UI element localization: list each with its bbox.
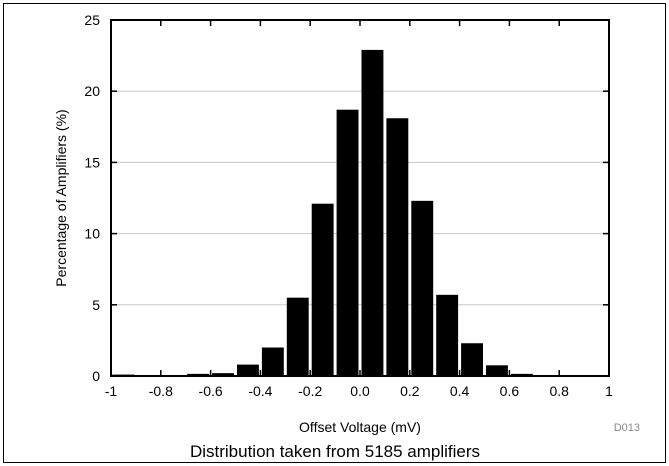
x-tick-label: 0.2 [400,383,420,399]
y-tick-label: 0 [92,368,100,384]
histogram-bar [411,200,434,376]
x-tick-label: 1 [605,383,613,399]
histogram-bar [361,49,384,377]
grid-lines [111,90,609,306]
x-tick-label: 0.4 [450,383,470,399]
figure-code-label: D013 [614,422,640,434]
x-tick-label: -0.8 [149,383,173,399]
x-tick-label: -1 [105,383,118,399]
x-tick-label: -0.2 [298,383,322,399]
x-tick-label: 0.6 [500,383,520,399]
y-tick-label: 15 [84,154,100,170]
histogram-bar [261,347,284,376]
histogram-bar [461,343,483,376]
histogram-bar [336,109,359,376]
x-axis-title: Offset Voltage (mV) [299,419,421,435]
histogram-bar [436,294,459,376]
histogram-bar [386,118,409,377]
y-tick-label: 25 [84,12,100,28]
x-tick-label: 0.0 [350,383,370,399]
x-tick-label: -0.6 [199,383,223,399]
distribution-caption: Distribution taken from 5185 amplifiers [190,442,480,461]
histogram-bar [311,203,334,376]
histogram-bar [286,297,309,376]
plot-area-border [110,19,610,377]
histogram-bar [486,365,508,376]
y-tick-label: 5 [92,297,100,313]
histogram-bar [212,373,234,376]
x-tick-label: 0.8 [549,383,569,399]
histogram-bar [510,373,533,376]
tick-labels: -1 -0.8 -0.6 -0.4 -0.2 0.0 0.2 0.4 0.6 0.8 1051015… [84,12,613,399]
x-tick-label: -0.4 [248,383,272,399]
y-axis-title: Percentage of Amplifiers (%) [53,109,69,286]
y-tick-label: 10 [84,226,100,242]
histogram-bar [237,364,259,376]
histogram-bars [112,49,608,377]
y-tick-label: 20 [84,83,100,99]
axis-ticks [110,19,610,377]
histogram-bar [187,373,210,376]
